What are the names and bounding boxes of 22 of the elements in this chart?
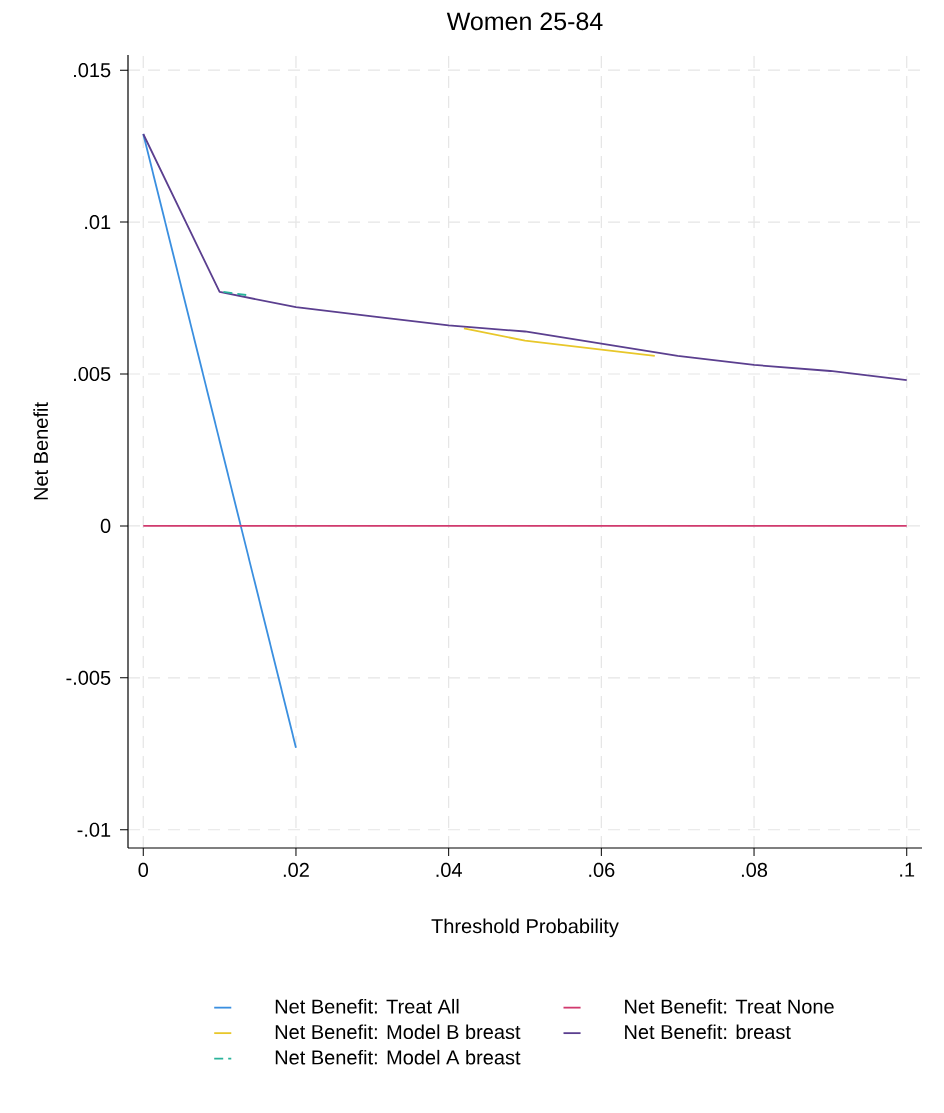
- y-axis-title: Net Benefit: [33, 402, 49, 500]
- line-series: [463, 327, 656, 357]
- line-series: [142, 133, 908, 381]
- y-tick-label: .005: [74, 366, 111, 382]
- x-axis-title: Threshold Probability: [431, 918, 619, 938]
- x-tick-label: .02: [283, 862, 309, 878]
- y-tick-label: -.01: [77, 822, 111, 837]
- x-tick-label: .06: [589, 862, 615, 878]
- y-tick-label: .01: [85, 215, 111, 230]
- x-tick-label: .04: [436, 862, 462, 878]
- legend-label: Net Benefit: Treat None: [625, 998, 834, 1014]
- legend-label: Net Benefit: Model A breast: [275, 1049, 521, 1065]
- x-tick-label: .08: [741, 862, 768, 878]
- y-tick-label: -.005: [66, 670, 111, 685]
- chart-title: Women 25-84: [446, 12, 603, 31]
- legend-label: Net Benefit: Model B breast: [275, 1024, 521, 1040]
- legend-label: Net Benefit: breast: [625, 1024, 791, 1040]
- y-tick-label: 0: [100, 518, 111, 534]
- x-tick-label: .1: [900, 862, 915, 877]
- x-tick-label: 0: [138, 862, 149, 878]
- y-tick-label: .015: [74, 63, 111, 78]
- legend-label: Net Benefit: Treat All: [275, 998, 459, 1014]
